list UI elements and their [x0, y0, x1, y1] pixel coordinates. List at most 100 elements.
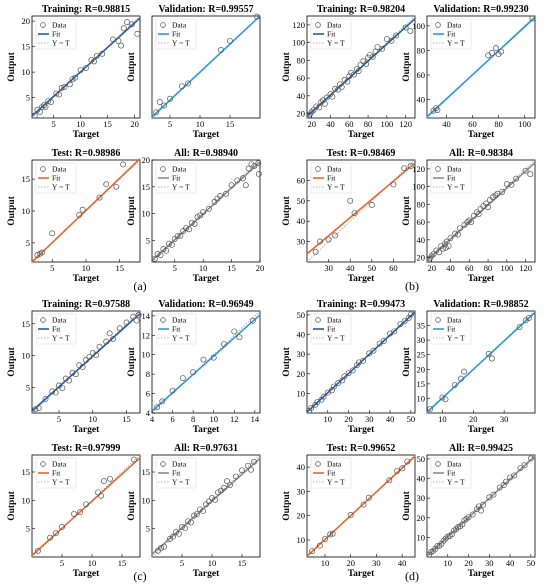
data-point	[156, 99, 163, 106]
data-point	[464, 219, 471, 226]
data-point	[318, 99, 325, 105]
data-point	[331, 383, 337, 390]
data-point	[316, 542, 323, 549]
y-axis-label: Output	[402, 346, 412, 376]
data-point	[493, 45, 499, 51]
data-point	[332, 232, 339, 239]
legend-label: Y = T	[447, 478, 465, 487]
y-tick-label: 10	[22, 351, 31, 361]
y-axis-label: Output	[402, 195, 412, 225]
legend-label: Data	[327, 21, 342, 30]
data-point	[365, 494, 372, 501]
data-point	[98, 492, 104, 499]
legend-label: Fit	[52, 30, 61, 39]
panel-label: (a)	[133, 279, 146, 293]
data-point	[161, 102, 167, 109]
panel-title: Test: R=0.98986	[52, 148, 121, 159]
y-tick-label: 100	[292, 38, 305, 48]
regression-panel: 10 20 30 40 50 10 20 30 40 50 All: R=0.99425 Target…	[402, 443, 536, 579]
data-point	[502, 478, 509, 485]
data-point	[154, 250, 161, 257]
x-tick-label: 15	[238, 558, 247, 568]
legend-label: Data	[447, 460, 462, 469]
data-point	[402, 24, 409, 31]
y-tick-label: 15	[22, 467, 31, 477]
data-point	[53, 530, 59, 537]
legend-label: Fit	[172, 325, 181, 334]
legend-label: Data	[447, 21, 462, 30]
y-tick-label: 20	[297, 511, 306, 521]
data-point	[72, 371, 79, 378]
regression-panel: 10 20 30 10 15 20 25 30 35 Validation: R=0.98852 T…	[402, 299, 536, 435]
data-point	[500, 482, 507, 488]
data-point	[513, 175, 520, 182]
data-point	[405, 314, 412, 321]
data-point	[355, 68, 362, 74]
x-tick-label: 50	[527, 558, 536, 568]
x-tick-label: 50	[407, 414, 416, 424]
legend-marker-data	[435, 22, 441, 28]
legend-marker-data	[315, 461, 321, 467]
x-tick-label: 10	[444, 558, 453, 568]
y-axis-label: Output	[402, 490, 412, 520]
data-point	[529, 15, 536, 22]
y-tick-label: 10	[142, 209, 151, 219]
legend-label: Y = T	[327, 334, 345, 343]
legend-label: Data	[327, 316, 342, 325]
data-point	[110, 336, 116, 342]
data-point	[254, 13, 260, 20]
x-tick-label: 100	[518, 119, 531, 129]
data-point	[517, 465, 524, 472]
legend-label: Data	[52, 165, 67, 174]
y-axis-label: Output	[7, 51, 17, 81]
x-tick-label: 10	[438, 414, 447, 424]
data-point	[407, 311, 414, 318]
data-point	[215, 489, 221, 496]
y-tick-label: 20	[417, 513, 426, 523]
y-tick-label: 80	[297, 55, 306, 65]
data-point	[391, 328, 398, 335]
data-point	[227, 482, 233, 488]
legend-marker-data	[315, 166, 321, 172]
identity-line	[151, 454, 261, 558]
data-point	[483, 200, 490, 207]
data-point	[436, 542, 443, 549]
y-tick-label: 80	[417, 45, 426, 55]
x-tick-label: 10	[82, 263, 91, 273]
data-point	[35, 547, 41, 554]
legend-marker-data	[435, 166, 441, 172]
panel-title: Validation: R=0.96949	[158, 299, 253, 310]
data-point	[236, 334, 243, 341]
y-axis-label: Output	[7, 346, 17, 376]
y-tick-label: 30	[417, 335, 426, 345]
data-point	[485, 204, 491, 210]
data-point	[404, 458, 411, 465]
regression-panel: 5 10 15 5 10 15 All: R=0.97631 Target Output Data…	[127, 443, 261, 579]
x-tick-label: 20	[464, 558, 473, 568]
x-tick-label: 10	[76, 119, 85, 129]
data-point	[45, 98, 52, 105]
x-axis-label: Target	[193, 425, 220, 435]
data-point	[76, 362, 83, 369]
data-point	[490, 491, 497, 498]
data-point	[516, 324, 523, 330]
legend-label: Y = T	[172, 39, 190, 48]
x-tick-label: 10	[321, 558, 330, 568]
data-point	[452, 230, 459, 237]
y-tick-label: 20	[297, 109, 306, 119]
legend-label: Y = T	[52, 39, 70, 48]
data-point	[103, 338, 110, 345]
data-point	[485, 350, 492, 357]
data-point	[218, 47, 224, 53]
y-tick-label: 15	[142, 182, 151, 192]
x-tick-label: 8	[191, 414, 195, 424]
data-point	[62, 375, 69, 382]
y-tick-label: 50	[417, 454, 426, 464]
data-point	[76, 211, 83, 218]
data-point	[120, 161, 127, 168]
y-tick-label: 15	[417, 379, 426, 389]
data-point	[376, 340, 383, 347]
data-point	[99, 50, 106, 57]
data-point	[397, 321, 404, 328]
legend-label: Fit	[327, 174, 336, 183]
